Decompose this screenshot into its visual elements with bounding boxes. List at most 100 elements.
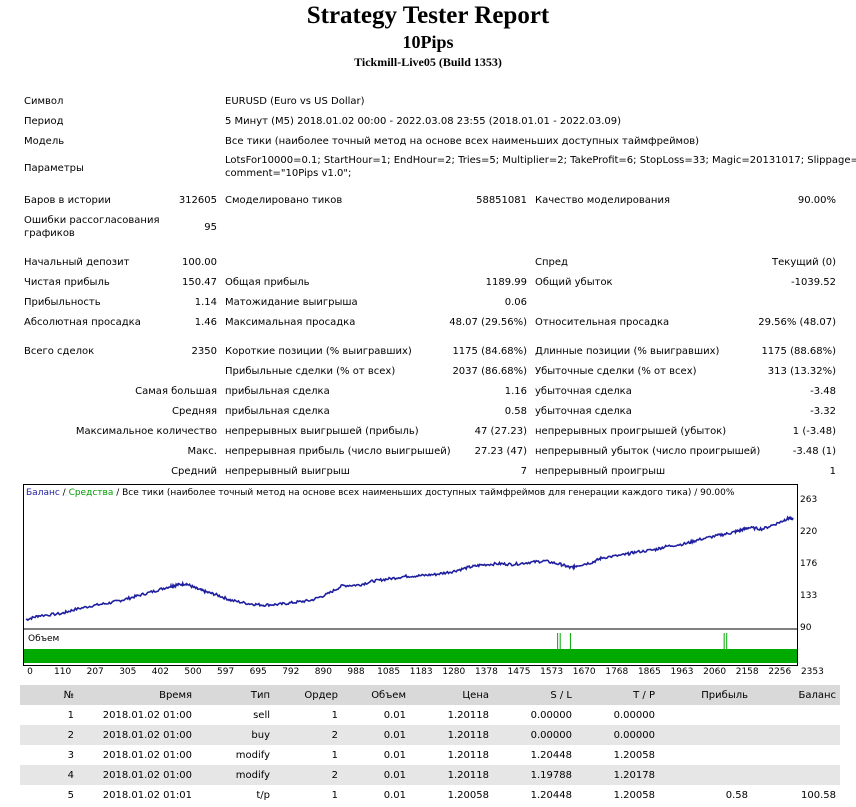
deal-cell	[659, 745, 752, 765]
deals-column-header: Объем	[342, 685, 410, 705]
x-tick-label: 1768	[605, 667, 629, 677]
deal-cell: 1.20118	[447, 709, 489, 721]
deal-cell: 0.58	[725, 789, 748, 801]
avg-consec-losses-label: непрерывный проигрыш	[535, 466, 666, 477]
symbol-label: Символ	[24, 96, 64, 107]
loss-trades-label: Убыточные сделки (% от всех)	[535, 366, 697, 377]
x-tick-label: 2256	[768, 667, 792, 677]
x-tick-label: 1963	[670, 667, 694, 677]
deal-cell	[752, 705, 840, 725]
deals-column-header: S / L	[493, 685, 576, 705]
max-consec-profit-value: 27.23 (47)	[474, 446, 527, 457]
deal-cell: 1.20178	[576, 765, 659, 785]
short-positions-label: Короткие позиции (% выигравших)	[225, 346, 412, 357]
profit-trades-value: 2037 (86.68%)	[452, 366, 527, 377]
x-tick-label: 0	[27, 667, 33, 677]
largest-profit-label: прибыльная сделка	[225, 386, 330, 397]
x-tick-label: 695	[249, 667, 267, 677]
x-tick-label: 890	[314, 667, 332, 677]
x-tick-label: 500	[184, 667, 202, 677]
deal-row: 2 2018.01.02 01:00 buy 2 0.01 1.20118 0.00000 0…	[20, 725, 840, 745]
rel-drawdown-value: 29.56% (48.07)	[758, 317, 836, 328]
deal-cell: 2018.01.02 01:00	[78, 765, 196, 785]
bars-label: Баров в истории	[24, 195, 111, 206]
deal-cell: 1	[331, 709, 338, 721]
deal-cell: 1.20058	[613, 789, 655, 801]
gross-loss-value: -1039.52	[791, 277, 836, 288]
legend-equity: Средства	[68, 488, 114, 498]
max-count-label: Максимальное количество	[75, 426, 217, 437]
x-tick-label: 2060	[703, 667, 727, 677]
net-profit-value: 150.47	[182, 277, 217, 288]
avg-loss-label: убыточная сделка	[535, 406, 632, 417]
errors-value: 95	[204, 222, 217, 233]
x-tick-label: 1670	[572, 667, 596, 677]
avg-consec-wins-value: 7	[520, 466, 527, 477]
deal-cell: 1	[331, 789, 338, 801]
largest-loss-label: убыточная сделка	[535, 386, 632, 397]
abs-drawdown-label: Абсолютная просадка	[24, 317, 141, 328]
max-consec-losses-value: 1 (-3.48)	[792, 426, 836, 437]
deals-column-header: T / P	[576, 685, 659, 705]
total-trades-value: 2350	[191, 346, 217, 357]
average-label: Средняя	[172, 406, 217, 417]
x-tick-label: 1183	[409, 667, 433, 677]
max-consec-profit-label: непрерывная прибыль (число выигрышей)	[225, 446, 451, 457]
deal-row: 3 2018.01.02 01:00 modify 1 0.01 1.20118 1.204…	[20, 745, 840, 765]
max-consec-loss-label: непрерывный убыток (число проигрышей)	[535, 446, 761, 457]
deal-cell: 0.00000	[613, 709, 655, 721]
abs-drawdown-value: 1.46	[194, 317, 217, 328]
deals-column-header: Прибыль	[659, 685, 752, 705]
max-drawdown-value: 48.07 (29.56%)	[449, 317, 527, 328]
rel-drawdown-label: Относительная просадка	[535, 317, 670, 328]
deal-cell: 0.01	[342, 765, 410, 785]
deal-cell: buy	[196, 725, 274, 745]
legend-balance: Баланс	[26, 488, 60, 498]
deals-column-header: Баланс	[752, 685, 840, 705]
deals-column-header: Время	[78, 685, 196, 705]
max-label: Макс.	[187, 446, 217, 457]
deal-cell: 1.20448	[530, 749, 572, 761]
legend-model-info: / Все тики (наиболее точный метод на осн…	[113, 488, 735, 498]
x-tick-label: 402	[151, 667, 169, 677]
y-tick-176: 176	[800, 559, 818, 569]
spread-label: Спред	[535, 257, 568, 268]
model-label: Модель	[24, 136, 65, 147]
total-trades-label: Всего сделок	[24, 346, 95, 357]
deal-cell: 1.19788	[493, 765, 576, 785]
deal-row: 4 2018.01.02 01:00 modify 2 0.01 1.20118 1.197…	[20, 765, 840, 785]
gross-loss-label: Общий убыток	[535, 277, 613, 288]
long-positions-label: Длинные позиции (% выигравших)	[535, 346, 720, 357]
max-consec-wins-label: непрерывных выигрышей (прибыль)	[225, 426, 419, 437]
profit-trades-label: Прибыльные сделки (% от всех)	[225, 366, 396, 377]
balance-chart	[23, 484, 798, 666]
ticks-label: Смоделировано тиков	[225, 195, 343, 206]
deal-cell: t/p	[256, 789, 270, 801]
x-tick-label: 1085	[377, 667, 401, 677]
balance-series-line	[25, 515, 794, 622]
deal-cell: sell	[253, 709, 270, 721]
avg-profit-label: прибыльная сделка	[225, 406, 330, 417]
deal-row: 1 2018.01.02 01:00 sell 1 0.01 1.20118 0.00000…	[20, 705, 840, 725]
avg-consec-wins-label: непрерывный выигрыш	[225, 466, 350, 477]
symbol-value: EURUSD (Euro vs US Dollar)	[225, 96, 365, 107]
profit-factor-value: 1.14	[194, 297, 217, 308]
deal-cell: 1.20118	[410, 725, 493, 745]
x-tick-label: 1280	[442, 667, 466, 677]
expected-payoff-label: Матожидание выигрыша	[225, 297, 358, 308]
deal-cell: 0.00000	[493, 725, 576, 745]
expert-name: 10Pips	[402, 32, 454, 52]
model-value: Все тики (наиболее точный метод на основ…	[225, 136, 700, 147]
long-positions-value: 1175 (88.68%)	[761, 346, 836, 357]
deal-row: 5 2018.01.02 01:01 t/p 1 0.01 1.20058 1.20448 1…	[20, 785, 840, 805]
x-tick-label: 988	[347, 667, 365, 677]
bars-value: 312605	[178, 195, 217, 206]
legend-separator: /	[59, 488, 69, 498]
max-consec-wins-value: 47 (27.23)	[474, 426, 527, 437]
x-tick-label: 1573	[540, 667, 564, 677]
largest-loss-value: -3.48	[810, 386, 836, 397]
max-consec-loss-value: -3.48 (1)	[792, 446, 836, 457]
spread-value: Текущий (0)	[772, 257, 836, 268]
deal-cell: modify	[196, 765, 274, 785]
